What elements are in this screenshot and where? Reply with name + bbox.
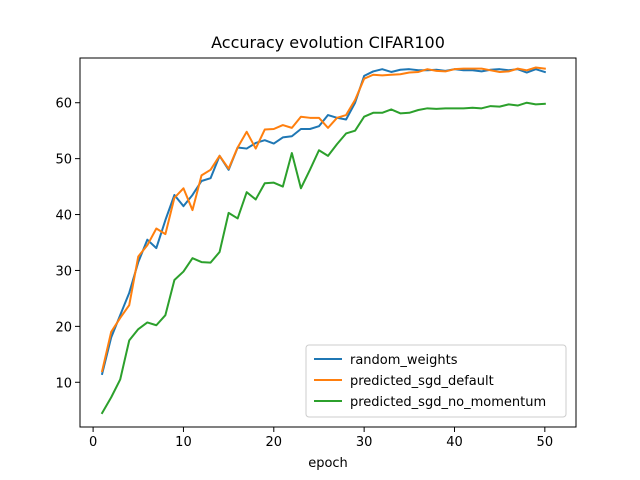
x-tick-label-0: 0 (89, 435, 97, 450)
legend-label-0: random_weights (350, 353, 458, 368)
y-axis-ticks: 10 20 30 40 50 60 (55, 97, 80, 391)
x-tick-label-3: 30 (356, 435, 373, 450)
series-line-1 (100, 66, 546, 373)
y-tick-label-0: 10 (55, 376, 72, 391)
y-tick-label-3: 40 (55, 209, 72, 224)
legend-label-2: predicted_sgd_no_momentum (350, 395, 546, 410)
legend-box (305, 344, 567, 418)
y-tick-label-2: 30 (55, 264, 72, 279)
y-tick-label-1: 20 (55, 320, 72, 335)
plot-frame (79, 57, 577, 428)
x-tick-label-2: 20 (266, 435, 283, 450)
legend-label-1: predicted_sgd_default (350, 374, 494, 389)
series-layer (100, 66, 547, 415)
x-axis-ticks: 0 10 20 30 40 50 (89, 427, 553, 450)
y-tick-label-4: 50 (55, 153, 72, 168)
legend: random_weights predicted_sgd_defaultpredi… (305, 344, 567, 418)
x-tick-label-4: 40 (446, 435, 463, 450)
y-tick-label-5: 60 (55, 97, 72, 112)
x-tick-label-5: 50 (537, 435, 554, 450)
series-line-2 (100, 101, 546, 415)
x-axis-label: epoch (308, 456, 348, 471)
chart-title: Accuracy evolution CIFAR100 (211, 33, 445, 52)
x-tick-label-1: 10 (175, 435, 192, 450)
